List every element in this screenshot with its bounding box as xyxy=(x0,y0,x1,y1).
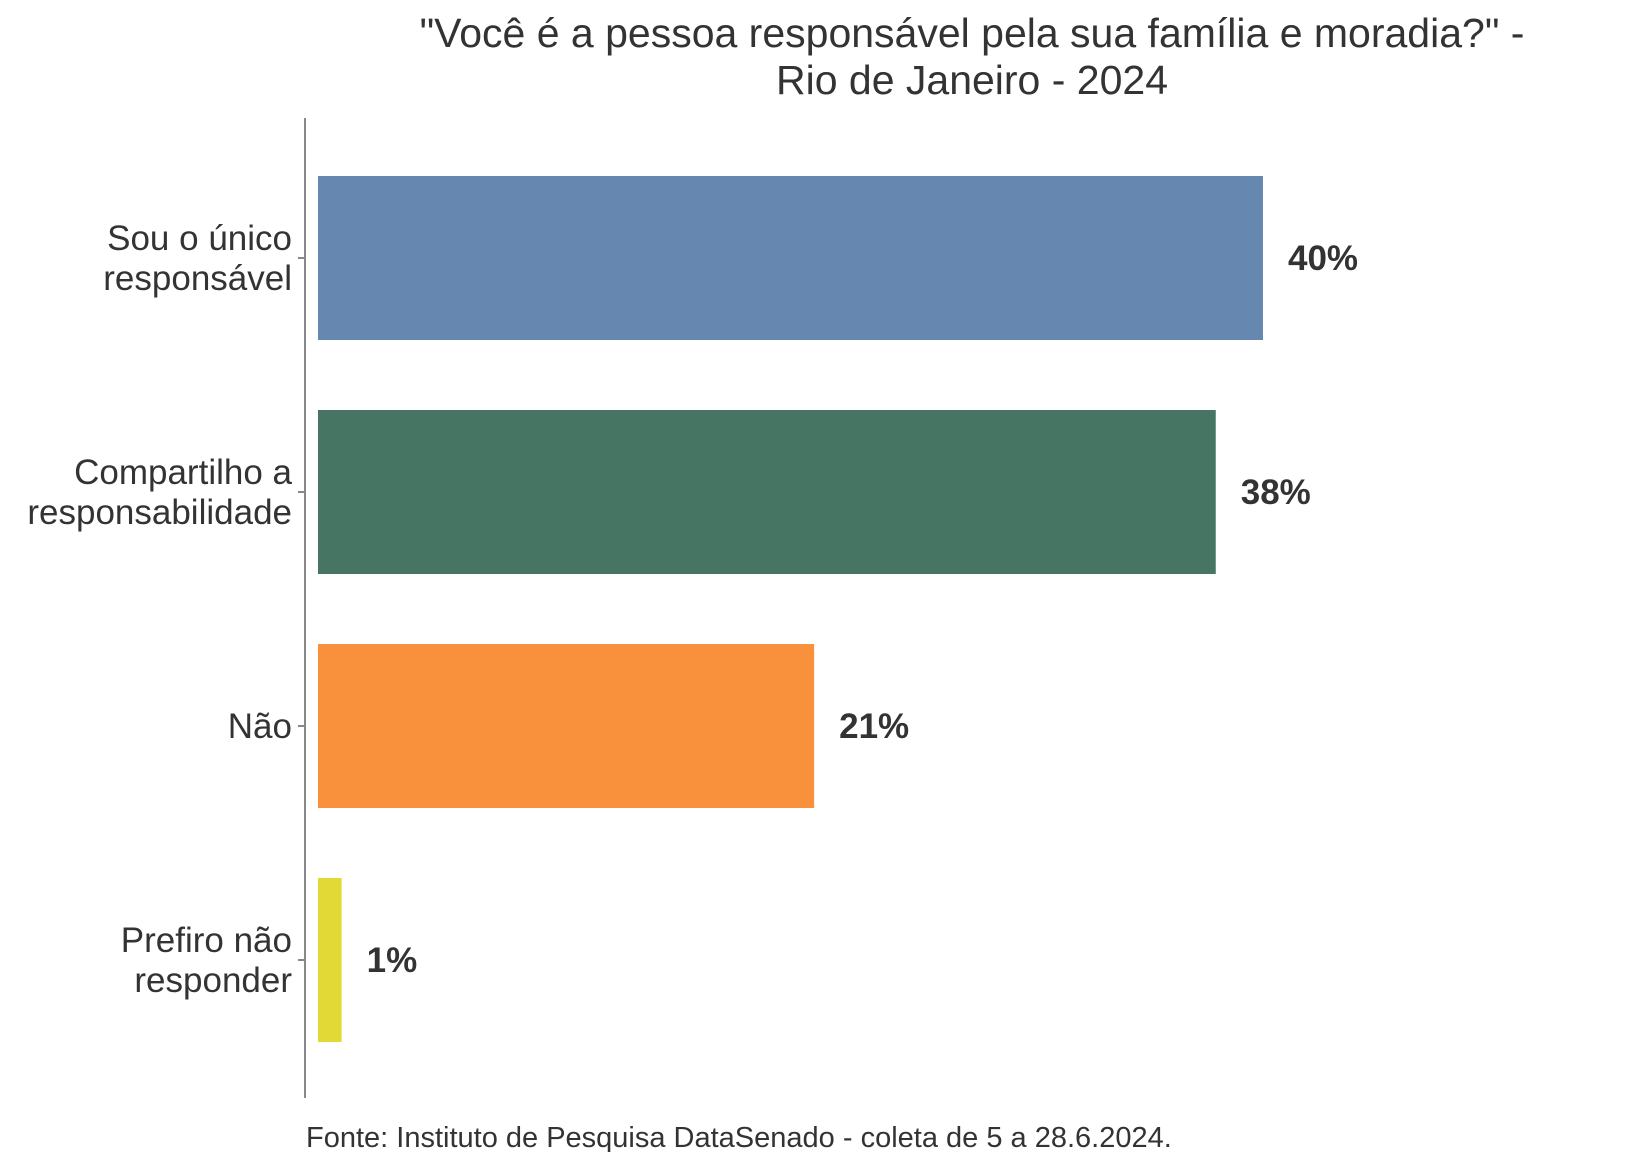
bar-4 xyxy=(318,878,342,1042)
bar-1 xyxy=(318,176,1263,340)
value-labels: 40% 38% 21% 1% xyxy=(367,239,1358,980)
bar-2 xyxy=(318,410,1216,574)
category-label-2-line-2: responsabilidade xyxy=(27,493,292,532)
category-label-2-line-1: Compartilho a xyxy=(74,453,292,492)
value-label-2: 38% xyxy=(1241,473,1311,512)
bars xyxy=(318,176,1263,1042)
chart-title-line-1: "Você é a pessoa responsável pela sua fa… xyxy=(420,10,1525,56)
category-label-3-line-1: Não xyxy=(228,707,292,746)
value-label-1: 40% xyxy=(1288,239,1358,278)
category-label-4-line-1: Prefiro não xyxy=(121,921,292,960)
bar-3 xyxy=(318,644,815,808)
y-axis-ticks xyxy=(298,257,305,961)
category-label-1-line-2: responsável xyxy=(103,259,292,298)
category-label-4-line-2: responder xyxy=(134,961,292,1000)
value-label-4: 1% xyxy=(367,941,418,980)
source-caption: Fonte: Instituto de Pesquisa DataSenado … xyxy=(306,1122,1172,1152)
chart-title-line-2: Rio de Janeiro - 2024 xyxy=(776,57,1168,103)
chart-title: "Você é a pessoa responsável pela sua fa… xyxy=(420,10,1525,103)
value-label-3: 21% xyxy=(839,707,909,746)
category-label-1-line-1: Sou o único xyxy=(107,219,292,258)
